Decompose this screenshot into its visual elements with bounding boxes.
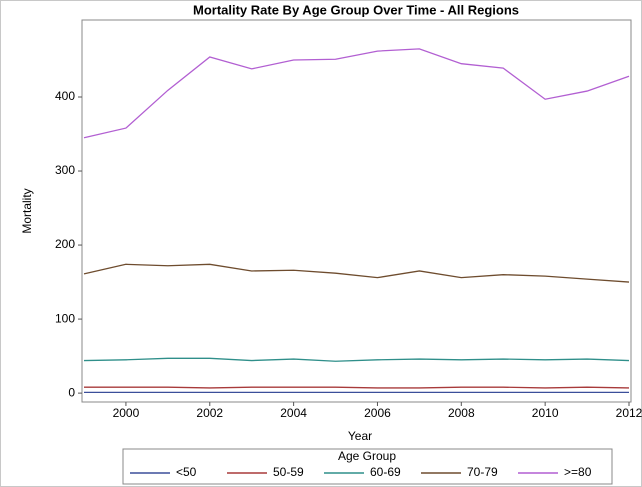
series-line xyxy=(83,263,630,283)
y-tick-label: 400 xyxy=(55,89,75,103)
x-tick-label: 2010 xyxy=(532,406,559,420)
legend-label: 70-79 xyxy=(467,465,498,479)
y-tick-label: 300 xyxy=(55,163,75,177)
y-tick-label: 200 xyxy=(55,237,75,251)
x-axis-label: Year xyxy=(348,429,372,443)
x-tick-label: 2006 xyxy=(364,406,391,420)
legend-title: Age Group xyxy=(338,449,396,463)
x-tick-label: 2004 xyxy=(280,406,307,420)
plot-frame xyxy=(81,19,632,403)
x-tick-label: 2012 xyxy=(616,406,642,420)
legend-label: 50-59 xyxy=(273,465,304,479)
chart-title: Mortality Rate By Age Group Over Time - … xyxy=(193,2,519,17)
legend-label: <50 xyxy=(176,465,197,479)
series-line xyxy=(83,357,630,362)
y-axis-label: Mortality xyxy=(20,188,34,233)
y-tick-label: 0 xyxy=(68,385,75,399)
legend-label: >=80 xyxy=(564,465,592,479)
series-line xyxy=(84,386,630,389)
x-tick-label: 2002 xyxy=(196,406,223,420)
y-tick-label: 100 xyxy=(55,311,75,325)
series-line xyxy=(83,48,630,139)
legend-label: 60-69 xyxy=(370,465,401,479)
legend-box xyxy=(122,448,613,485)
x-tick-label: 2008 xyxy=(448,406,475,420)
x-tick-label: 2000 xyxy=(113,406,140,420)
